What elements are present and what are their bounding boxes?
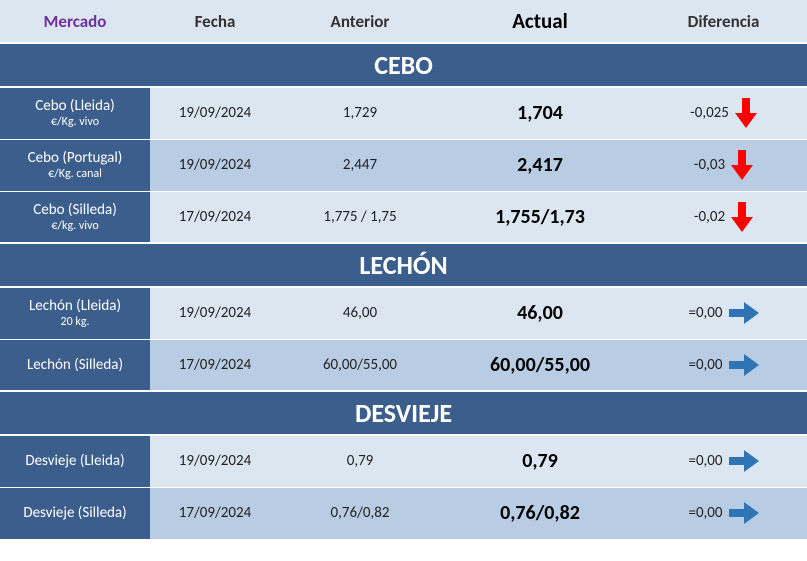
anterior-cell: 60,00/55,00 bbox=[280, 339, 440, 391]
section-title: CEBO bbox=[0, 43, 807, 87]
table-row: Cebo (Silleda)€/kg. vivo17/09/20241,775 … bbox=[0, 191, 807, 243]
arrow-down-icon bbox=[731, 150, 753, 180]
anterior-cell: 0,76/0,82 bbox=[280, 487, 440, 539]
arrow-right-icon bbox=[729, 502, 759, 524]
diff-value: -0,025 bbox=[690, 104, 729, 122]
section-header-row: DESVIEJE bbox=[0, 391, 807, 435]
header-mercado: Mercado bbox=[0, 0, 150, 43]
fecha-cell: 19/09/2024 bbox=[150, 139, 280, 191]
market-name: Cebo (Lleida) bbox=[35, 97, 114, 115]
arrow-down-icon bbox=[731, 202, 753, 232]
arrow-right-icon bbox=[729, 302, 759, 324]
anterior-cell: 0,79 bbox=[280, 435, 440, 487]
actual-cell: 46,00 bbox=[440, 287, 640, 339]
section-title: LECHÓN bbox=[0, 243, 807, 287]
arrow-right-icon bbox=[729, 450, 759, 472]
header-fecha: Fecha bbox=[150, 0, 280, 43]
diff-cell: =0,00 bbox=[640, 287, 807, 339]
market-cell: Desvieje (Lleida) bbox=[0, 435, 150, 487]
table-row: Cebo (Lleida)€/Kg. vivo19/09/20241,7291,… bbox=[0, 87, 807, 139]
market-unit: €/kg. vivo bbox=[2, 219, 148, 233]
table-row: Lechón (Silleda)17/09/202460,00/55,0060,… bbox=[0, 339, 807, 391]
anterior-cell: 1,775 / 1,75 bbox=[280, 191, 440, 243]
diff-value: =0,00 bbox=[688, 504, 722, 522]
anterior-cell: 1,729 bbox=[280, 87, 440, 139]
market-name: Cebo (Portugal) bbox=[28, 149, 123, 167]
section-title: DESVIEJE bbox=[0, 391, 807, 435]
actual-cell: 0,79 bbox=[440, 435, 640, 487]
market-name: Lechón (Lleida) bbox=[29, 297, 121, 315]
fecha-cell: 17/09/2024 bbox=[150, 191, 280, 243]
diff-cell: -0,02 bbox=[640, 191, 807, 243]
market-cell: Desvieje (Silleda) bbox=[0, 487, 150, 539]
actual-cell: 1,755/1,73 bbox=[440, 191, 640, 243]
fecha-cell: 19/09/2024 bbox=[150, 87, 280, 139]
table-row: Cebo (Portugal)€/Kg. canal19/09/20242,44… bbox=[0, 139, 807, 191]
fecha-cell: 17/09/2024 bbox=[150, 339, 280, 391]
anterior-cell: 2,447 bbox=[280, 139, 440, 191]
actual-cell: 0,76/0,82 bbox=[440, 487, 640, 539]
diff-value: -0,02 bbox=[694, 208, 725, 226]
diff-value: =0,00 bbox=[688, 304, 722, 322]
diff-cell: -0,03 bbox=[640, 139, 807, 191]
diff-cell: =0,00 bbox=[640, 339, 807, 391]
price-table: Mercado Fecha Anterior Actual Diferencia… bbox=[0, 0, 807, 540]
diff-cell: -0,025 bbox=[640, 87, 807, 139]
market-name: Cebo (Silleda) bbox=[33, 201, 117, 219]
section-header-row: LECHÓN bbox=[0, 243, 807, 287]
actual-cell: 60,00/55,00 bbox=[440, 339, 640, 391]
arrow-down-icon bbox=[735, 98, 757, 128]
market-cell: Cebo (Lleida)€/Kg. vivo bbox=[0, 87, 150, 139]
market-unit: €/Kg. vivo bbox=[2, 115, 148, 129]
arrow-right-icon bbox=[729, 354, 759, 376]
table-header-row: Mercado Fecha Anterior Actual Diferencia bbox=[0, 0, 807, 43]
table-row: Desvieje (Lleida)19/09/20240,790,79=0,00 bbox=[0, 435, 807, 487]
fecha-cell: 17/09/2024 bbox=[150, 487, 280, 539]
anterior-cell: 46,00 bbox=[280, 287, 440, 339]
diff-value: =0,00 bbox=[688, 452, 722, 470]
section-header-row: CEBO bbox=[0, 43, 807, 87]
market-cell: Cebo (Portugal)€/Kg. canal bbox=[0, 139, 150, 191]
market-unit: €/Kg. canal bbox=[2, 167, 148, 181]
diff-cell: =0,00 bbox=[640, 435, 807, 487]
market-unit: 20 kg. bbox=[2, 315, 148, 329]
diff-cell: =0,00 bbox=[640, 487, 807, 539]
header-anterior: Anterior bbox=[280, 0, 440, 43]
market-cell: Lechón (Silleda) bbox=[0, 339, 150, 391]
diff-value: -0,03 bbox=[694, 156, 725, 174]
market-cell: Cebo (Silleda)€/kg. vivo bbox=[0, 191, 150, 243]
actual-cell: 2,417 bbox=[440, 139, 640, 191]
diff-value: =0,00 bbox=[688, 356, 722, 374]
header-diferencia: Diferencia bbox=[640, 0, 807, 43]
header-actual: Actual bbox=[440, 0, 640, 43]
actual-cell: 1,704 bbox=[440, 87, 640, 139]
fecha-cell: 19/09/2024 bbox=[150, 287, 280, 339]
market-name: Desvieje (Silleda) bbox=[23, 504, 126, 522]
market-name: Desvieje (Lleida) bbox=[25, 452, 124, 470]
market-name: Lechón (Silleda) bbox=[27, 356, 123, 374]
table-row: Lechón (Lleida)20 kg.19/09/202446,0046,0… bbox=[0, 287, 807, 339]
fecha-cell: 19/09/2024 bbox=[150, 435, 280, 487]
table-row: Desvieje (Silleda)17/09/20240,76/0,820,7… bbox=[0, 487, 807, 539]
market-cell: Lechón (Lleida)20 kg. bbox=[0, 287, 150, 339]
